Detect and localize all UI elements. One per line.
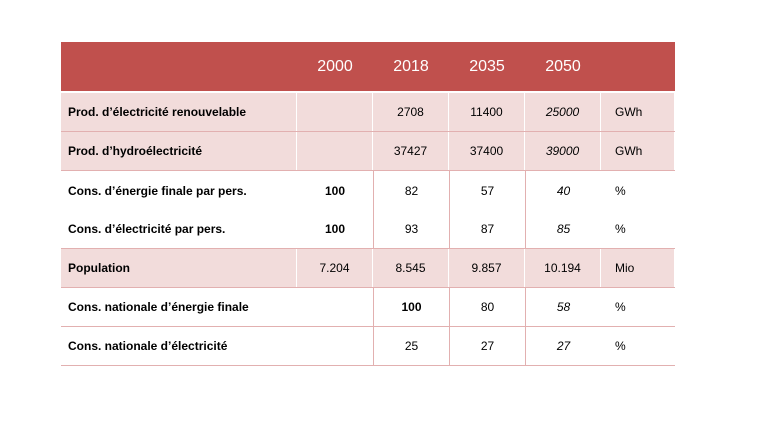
- cell-2050: 58: [525, 288, 601, 326]
- cell-unit: GWh: [601, 132, 675, 170]
- row-label: Cons. nationale d’énergie finale: [68, 300, 249, 314]
- cell-2000: 100: [324, 183, 346, 198]
- cell-2035: 87: [449, 210, 525, 248]
- cell-2035: 11400: [449, 93, 525, 131]
- row-label: Cons. d’énergie finale par pers.: [68, 183, 247, 198]
- table-row: Prod. d’électricité renouvelable 2708 11…: [61, 93, 675, 132]
- cell-2050: 10.194: [525, 249, 601, 287]
- header-2000: 2000: [317, 57, 353, 75]
- cell-2050: 27: [525, 327, 601, 365]
- cell-2018: 25: [373, 327, 449, 365]
- table-row: Population 7.204 8.545 9.857 10.194 Mio: [61, 249, 675, 288]
- row-label: Cons. d’électricité par pers.: [68, 222, 226, 236]
- cell-2018: 2708: [373, 93, 449, 131]
- cell-2035: 27: [449, 327, 525, 365]
- cell-2000: 7.204: [297, 249, 373, 287]
- row-label: Cons. nationale d’électricité: [68, 339, 228, 353]
- cell-2050: 40: [525, 171, 601, 210]
- table-row: Prod. d’hydroélectricité 37427 37400 390…: [61, 132, 675, 171]
- cell-2035: 37400: [449, 132, 525, 170]
- cell-2050: 85: [525, 210, 601, 248]
- cell-2018: 100: [373, 288, 449, 326]
- cell-2018: 8.545: [373, 249, 449, 287]
- cell-2035: 57: [449, 171, 525, 210]
- cell-unit: %: [615, 339, 626, 353]
- row-label: Population: [61, 249, 297, 287]
- cell-2050: 25000: [525, 93, 601, 131]
- cell-2035: 80: [449, 288, 525, 326]
- table-row: Cons. d’électricité par pers. 100 93 87 …: [61, 210, 675, 249]
- header-2050: 2050: [545, 57, 581, 75]
- cell-unit: Mio: [601, 249, 675, 287]
- energy-table: 2000 2018 2035 2050 Prod. d’électricité …: [61, 42, 675, 366]
- row-label: Prod. d’hydroélectricité: [61, 132, 297, 170]
- cell-2018: 37427: [373, 132, 449, 170]
- cell-2000: [297, 93, 373, 131]
- cell-unit: GWh: [601, 93, 675, 131]
- cell-unit: %: [615, 300, 626, 314]
- header-unit: [601, 42, 675, 91]
- cell-2018: 93: [373, 210, 449, 248]
- row-label: Prod. d’électricité renouvelable: [61, 93, 297, 131]
- cell-2000: [297, 288, 373, 326]
- header-label: [61, 42, 297, 91]
- cell-2050: 39000: [525, 132, 601, 170]
- cell-2000: [297, 132, 373, 170]
- table-row: Cons. nationale d’électricité 25 27 27 %: [61, 327, 675, 366]
- table-header-row: 2000 2018 2035 2050: [61, 42, 675, 93]
- header-2018: 2018: [393, 57, 429, 75]
- cell-2018: 82: [373, 171, 449, 210]
- cell-unit: %: [615, 222, 626, 236]
- cell-unit: %: [615, 183, 626, 198]
- table-row: Cons. nationale d’énergie finale 100 80 …: [61, 288, 675, 327]
- table-row: Cons. d’énergie finale par pers. 100 82 …: [61, 171, 675, 210]
- cell-2035: 9.857: [449, 249, 525, 287]
- header-2035: 2035: [469, 57, 505, 75]
- cell-2000: 100: [324, 222, 346, 236]
- cell-2000: [297, 327, 373, 365]
